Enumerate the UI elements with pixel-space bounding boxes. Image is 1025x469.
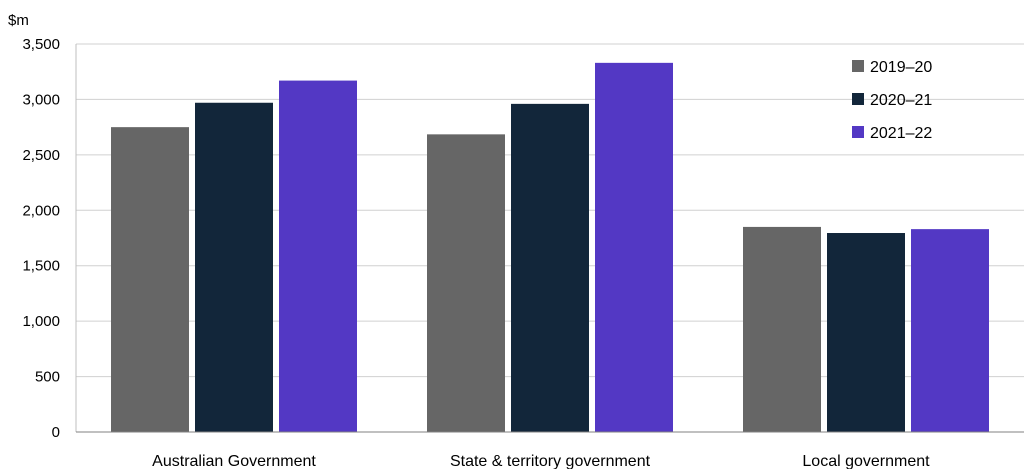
y-tick-label: 500	[35, 369, 60, 386]
bar	[279, 80, 357, 432]
legend-label: 2019–20	[870, 59, 932, 76]
bar	[743, 226, 821, 432]
y-tick-label: 3,500	[22, 36, 60, 53]
bars	[111, 62, 989, 433]
bar	[827, 233, 905, 432]
y-tick-label: 1,000	[22, 313, 60, 330]
legend-swatch	[852, 93, 864, 105]
bar	[595, 62, 673, 433]
bar	[911, 229, 989, 432]
axes	[75, 44, 1024, 433]
bar	[427, 134, 505, 432]
bar	[195, 102, 273, 433]
bar	[511, 103, 589, 432]
x-axis-categories: Australian Government State & territory g…	[152, 453, 930, 469]
legend-swatch	[852, 60, 864, 72]
bar	[111, 127, 189, 433]
y-tick-label: 3,000	[22, 91, 60, 108]
legend: 2019–20 2020–21 2021–22	[852, 59, 932, 142]
y-tick-label: 0	[52, 424, 60, 441]
legend-swatch	[852, 126, 864, 138]
x-category-label: Local government	[802, 453, 930, 469]
y-tick-label: 1,500	[22, 258, 60, 275]
x-category-label: Australian Government	[152, 453, 316, 469]
x-category-label: State & territory government	[450, 453, 651, 469]
y-axis-ticks: 0 500 1,000 1,500 2,000 2,500 3,000 3,500	[22, 36, 60, 441]
legend-label: 2021–22	[870, 125, 932, 142]
y-tick-label: 2,500	[22, 147, 60, 164]
y-tick-label: 2,000	[22, 202, 60, 219]
legend-label: 2020–21	[870, 92, 932, 109]
y-axis-unit-label: $m	[8, 12, 29, 29]
